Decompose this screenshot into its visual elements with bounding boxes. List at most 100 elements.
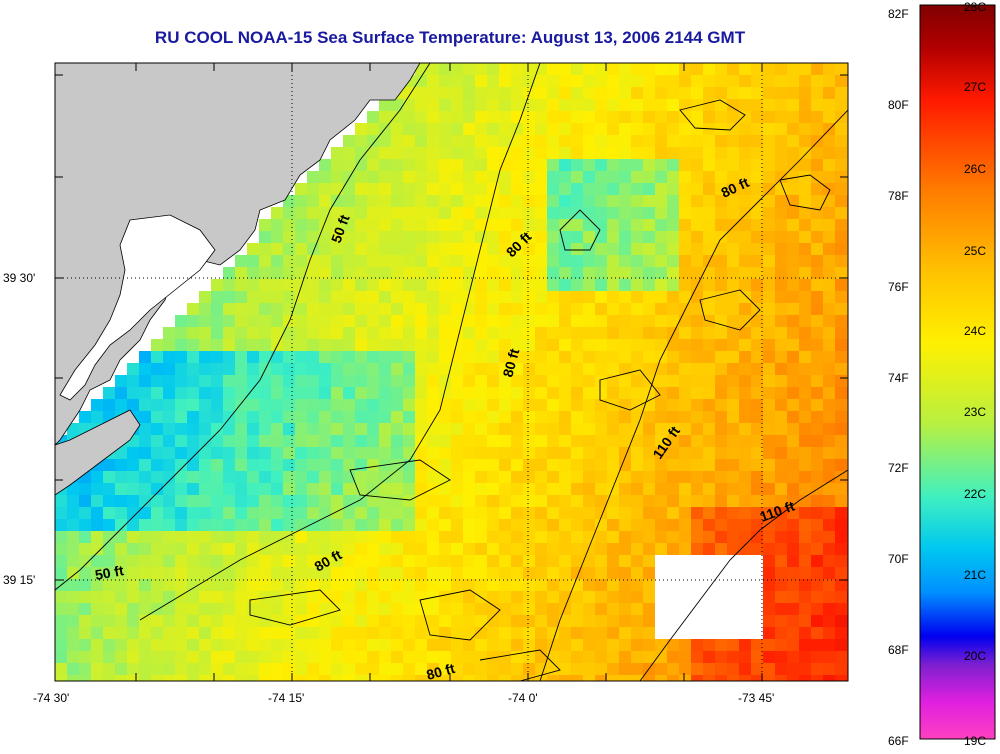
- sst-pixel: [139, 459, 151, 471]
- sst-pixel: [835, 231, 847, 243]
- sst-pixel: [463, 615, 475, 627]
- sst-pixel: [259, 615, 271, 627]
- sst-pixel: [835, 411, 847, 423]
- sst-pixel: [151, 423, 163, 435]
- sst-pixel: [799, 507, 811, 519]
- sst-pixel: [247, 327, 259, 339]
- sst-pixel: [451, 627, 463, 639]
- sst-pixel: [847, 255, 848, 267]
- sst-pixel: [583, 63, 595, 75]
- sst-pixel: [463, 243, 475, 255]
- sst-pixel: [355, 507, 367, 519]
- sst-pixel: [823, 435, 835, 447]
- sst-pixel: [727, 87, 739, 99]
- sst-pixel: [391, 639, 403, 651]
- sst-pixel: [235, 315, 247, 327]
- sst-pixel: [355, 555, 367, 567]
- sst-pixel: [823, 399, 835, 411]
- sst-pixel: [259, 519, 271, 531]
- sst-pixel: [595, 447, 607, 459]
- sst-pixel: [343, 435, 355, 447]
- sst-pixel: [439, 375, 451, 387]
- sst-pixel: [631, 327, 643, 339]
- sst-pixel: [775, 531, 787, 543]
- sst-pixel: [787, 435, 799, 447]
- sst-pixel: [511, 303, 523, 315]
- sst-pixel: [523, 111, 535, 123]
- sst-pixel: [487, 411, 499, 423]
- sst-pixel: [223, 591, 235, 603]
- sst-pixel: [487, 495, 499, 507]
- sst-pixel: [379, 219, 391, 231]
- sst-pixel: [115, 387, 127, 399]
- sst-pixel: [703, 459, 715, 471]
- sst-pixel: [511, 219, 523, 231]
- sst-pixel: [763, 315, 775, 327]
- sst-pixel: [811, 87, 823, 99]
- sst-pixel: [139, 447, 151, 459]
- sst-pixel: [259, 279, 271, 291]
- sst-pixel: [715, 399, 727, 411]
- sst-pixel: [259, 579, 271, 591]
- sst-pixel: [139, 351, 151, 363]
- sst-pixel: [607, 411, 619, 423]
- sst-pixel: [127, 363, 139, 375]
- sst-pixel: [787, 315, 799, 327]
- sst-pixel: [655, 519, 667, 531]
- sst-pixel: [607, 243, 619, 255]
- sst-pixel: [799, 495, 811, 507]
- sst-pixel: [235, 507, 247, 519]
- sst-pixel: [667, 315, 679, 327]
- sst-pixel: [223, 495, 235, 507]
- sst-pixel: [451, 555, 463, 567]
- sst-pixel: [259, 639, 271, 651]
- sst-pixel: [187, 315, 199, 327]
- sst-pixel: [583, 639, 595, 651]
- sst-pixel: [823, 231, 835, 243]
- sst-pixel: [607, 315, 619, 327]
- sst-pixel: [67, 627, 79, 639]
- sst-pixel: [619, 663, 631, 675]
- sst-pixel: [655, 459, 667, 471]
- sst-pixel: [463, 507, 475, 519]
- sst-pixel: [439, 507, 451, 519]
- sst-pixel: [187, 351, 199, 363]
- sst-pixel: [523, 159, 535, 171]
- sst-pixel: [439, 411, 451, 423]
- sst-pixel: [583, 363, 595, 375]
- sst-pixel: [439, 591, 451, 603]
- sst-pixel: [559, 651, 571, 663]
- sst-pixel: [607, 207, 619, 219]
- sst-pixel: [523, 423, 535, 435]
- sst-pixel: [619, 351, 631, 363]
- sst-pixel: [535, 243, 547, 255]
- sst-pixel: [391, 315, 403, 327]
- sst-pixel: [451, 675, 463, 681]
- sst-pixel: [163, 375, 175, 387]
- sst-pixel: [667, 75, 679, 87]
- sst-pixel: [427, 267, 439, 279]
- sst-pixel: [475, 303, 487, 315]
- sst-pixel: [247, 531, 259, 543]
- sst-pixel: [187, 423, 199, 435]
- sst-pixel: [691, 639, 703, 651]
- sst-pixel: [259, 459, 271, 471]
- sst-pixel: [67, 663, 79, 675]
- sst-pixel: [235, 435, 247, 447]
- sst-pixel: [403, 123, 415, 135]
- sst-pixel: [415, 615, 427, 627]
- sst-pixel: [211, 459, 223, 471]
- sst-pixel: [175, 663, 187, 675]
- sst-pixel: [163, 495, 175, 507]
- sst-pixel: [583, 291, 595, 303]
- sst-pixel: [691, 315, 703, 327]
- sst-pixel: [355, 579, 367, 591]
- sst-pixel: [235, 495, 247, 507]
- sst-pixel: [547, 615, 559, 627]
- sst-pixel: [739, 447, 751, 459]
- sst-pixel: [583, 519, 595, 531]
- sst-pixel: [247, 603, 259, 615]
- sst-pixel: [283, 435, 295, 447]
- sst-pixel: [439, 231, 451, 243]
- sst-pixel: [607, 519, 619, 531]
